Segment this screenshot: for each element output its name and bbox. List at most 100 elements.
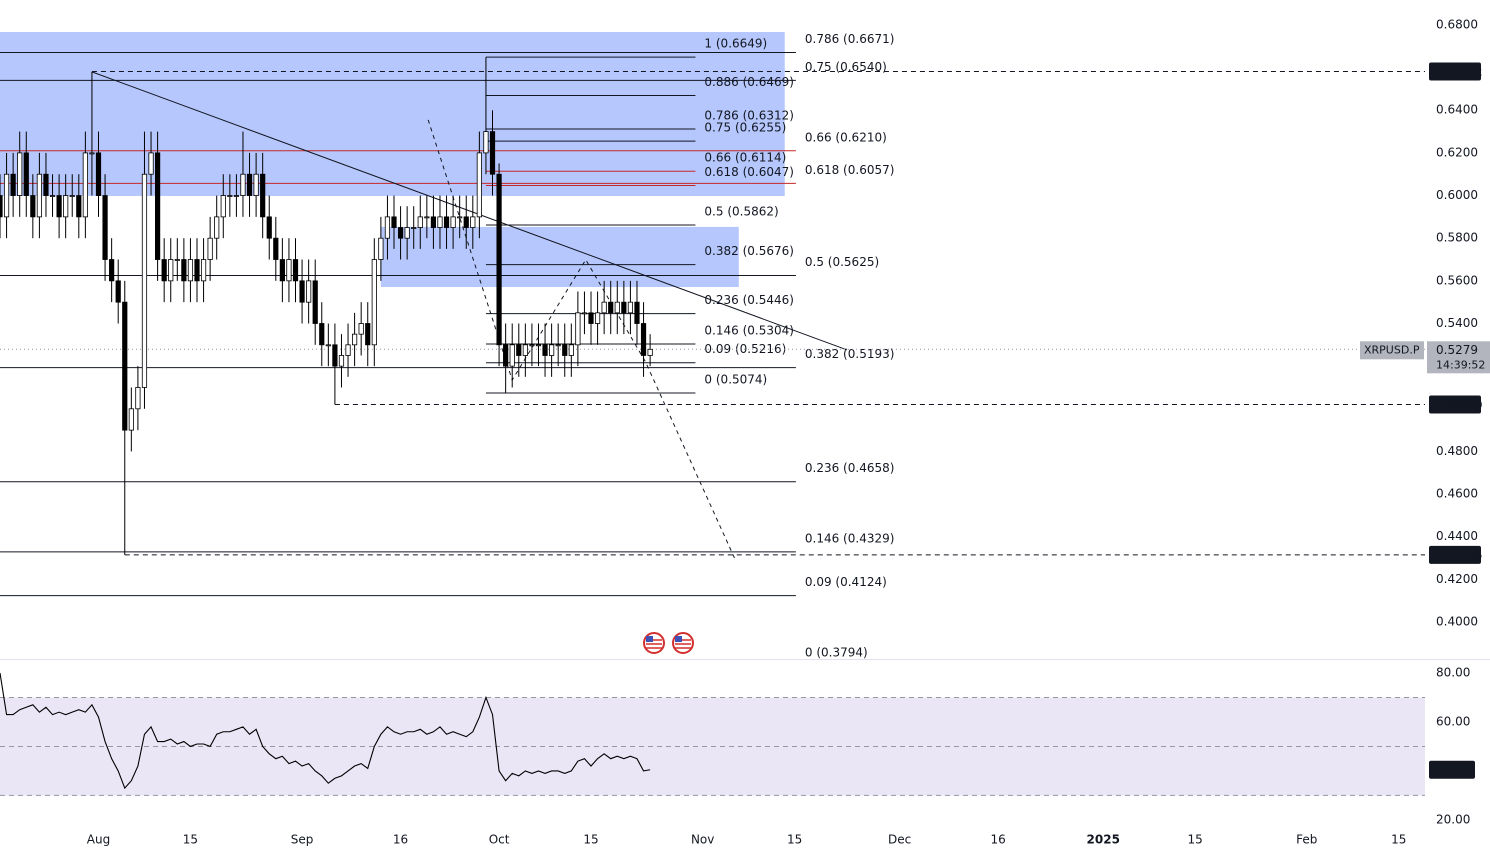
x-tick-label: Sep (291, 833, 314, 847)
candle-body (358, 323, 364, 335)
x-tick-label: Nov (691, 833, 714, 847)
candle-body (417, 216, 423, 228)
candle-body (345, 344, 351, 356)
rsi-tag (1429, 760, 1475, 779)
fib-label: 0.382 (0.5676) (704, 244, 794, 258)
candle-body (621, 301, 627, 314)
candle-body (306, 280, 312, 303)
candle-body (371, 259, 377, 346)
candle-body (194, 259, 200, 282)
rsi-pane (0, 672, 1425, 796)
candle-body (424, 216, 430, 219)
candle-body (17, 152, 23, 196)
candle-body (614, 301, 620, 314)
candle-body (581, 312, 588, 315)
fib-label: 0.618 (0.6057) (805, 163, 895, 177)
price-tag (1429, 62, 1481, 81)
candle-body (253, 173, 259, 196)
candle-body (89, 152, 95, 155)
fib-label: 0.886 (0.6469) (704, 75, 794, 89)
candle-body (155, 152, 161, 260)
fib-label: 0 (0.5074) (704, 373, 767, 387)
fib-label: 0.75 (0.6540) (805, 60, 887, 74)
candle-body (411, 227, 417, 229)
current-price-tag (1427, 341, 1490, 374)
fib-label: 0.786 (0.6312) (704, 109, 794, 123)
x-tick-label: 15 (1188, 833, 1203, 847)
fib-label: 0.09 (0.4124) (805, 575, 887, 589)
y-tick-label: 0.5600 (1436, 273, 1478, 287)
candle-body (233, 195, 240, 197)
candle-body (457, 216, 463, 219)
candle-body (391, 216, 397, 228)
candle-body (549, 344, 555, 356)
candle-body (148, 152, 154, 175)
symbol-tag (1360, 341, 1424, 360)
candle-body (601, 301, 607, 314)
candle-body (128, 408, 134, 431)
y-tick-label: 0.4000 (1436, 615, 1478, 629)
candle-body (312, 280, 318, 324)
candle-body (76, 195, 82, 218)
candle-body (562, 344, 568, 356)
event-flag-canton (646, 636, 653, 642)
price-tag-label: 0.4315 (1436, 548, 1482, 562)
x-tick-label: 16 (991, 833, 1006, 847)
countdown-label: 14:39:52 (1436, 358, 1485, 371)
zone (0, 31, 785, 196)
candle-body (535, 344, 542, 347)
price-tag (1429, 545, 1481, 564)
event-icons (643, 632, 694, 654)
candle-body (102, 195, 108, 260)
current-price-label: 0.5279 (1436, 343, 1478, 357)
candle-body (161, 259, 167, 282)
y-tick-label: 0.6800 (1436, 17, 1478, 31)
candle-body (640, 323, 647, 356)
candle-body (69, 195, 75, 197)
candle-body (430, 216, 437, 228)
candle-body (463, 216, 469, 228)
fib-label: 0.146 (0.5304) (704, 323, 794, 337)
x-tick-label: 16 (393, 833, 408, 847)
fib-label: 0.786 (0.6671) (805, 32, 895, 46)
candle-body (200, 259, 207, 282)
candle-body (279, 259, 285, 282)
candle-body (647, 348, 653, 356)
fib-label: 0.66 (0.6210) (805, 130, 887, 144)
candle-body (174, 259, 180, 261)
candle-body (292, 259, 299, 282)
candle-body (575, 312, 581, 346)
candle-body (496, 173, 502, 346)
fib-label: 0.66 (0.6114) (704, 151, 786, 165)
candle-body (240, 173, 246, 196)
price-tag-label: 0.6582 (1436, 65, 1482, 79)
candle-body (246, 173, 253, 196)
y-tick-label: 0.6200 (1436, 145, 1478, 159)
candle-body (23, 152, 29, 196)
candle-body (95, 152, 102, 196)
candle-body (509, 344, 515, 367)
candle-body (489, 131, 496, 175)
candle-body (299, 280, 305, 303)
candle-body (227, 195, 233, 197)
x-tick-label: 15 (1391, 833, 1406, 847)
y-tick-label: 0.6400 (1436, 103, 1478, 117)
symbol-label: XRPUSD.P (1364, 343, 1420, 356)
candle-body (378, 237, 384, 260)
candle-body (43, 173, 49, 196)
candle-body (109, 259, 115, 282)
candle-body (476, 152, 482, 218)
candle-body (260, 173, 266, 218)
y-tick-label: 0.5400 (1436, 316, 1478, 330)
x-tick-label: Aug (87, 833, 110, 847)
candle-body (522, 344, 528, 356)
candle-body (325, 344, 331, 347)
fib-label: 0 (0.3794) (805, 645, 868, 659)
zone (380, 226, 739, 288)
candle-body (450, 216, 456, 228)
x-tick-label: 15 (787, 833, 802, 847)
fib-label: 1 (0.6649) (704, 37, 767, 51)
y-tick-label: 0.4800 (1436, 444, 1478, 458)
candle-body (220, 195, 226, 218)
